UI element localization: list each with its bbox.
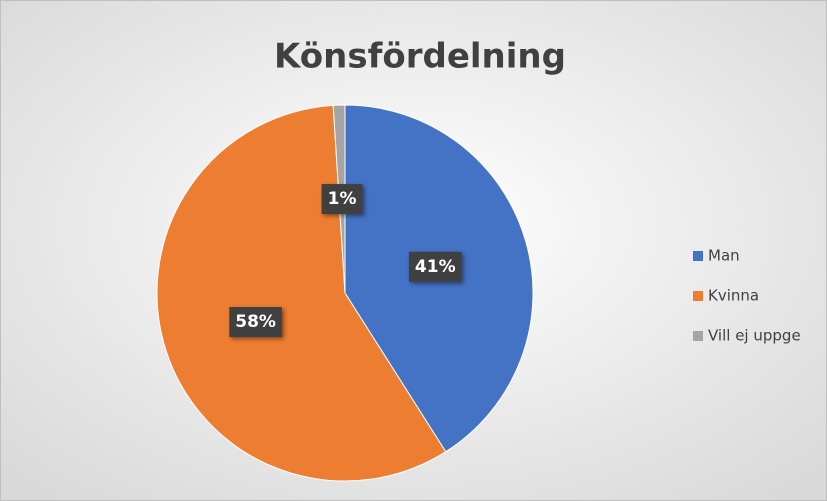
legend-text: Man xyxy=(708,247,740,265)
value-label-box xyxy=(408,251,462,282)
value-label-box xyxy=(321,184,363,215)
legend-swatch xyxy=(693,291,703,301)
value-label: 58% xyxy=(235,312,276,332)
value-label-group: 58% xyxy=(229,307,282,338)
value-label: 41% xyxy=(415,257,456,277)
value-label-group: 41% xyxy=(408,251,462,282)
pie-slice xyxy=(156,104,447,482)
value-label-group: 1% xyxy=(321,184,363,215)
legend-text: Vill ej uppge xyxy=(708,327,801,345)
value-label-box xyxy=(229,307,282,338)
legend-swatch xyxy=(693,251,703,261)
value-label: 1% xyxy=(328,189,357,209)
chart-title: Könsfördelning xyxy=(274,37,566,77)
legend-swatch xyxy=(693,331,703,341)
legend-text: Kvinna xyxy=(708,287,759,305)
